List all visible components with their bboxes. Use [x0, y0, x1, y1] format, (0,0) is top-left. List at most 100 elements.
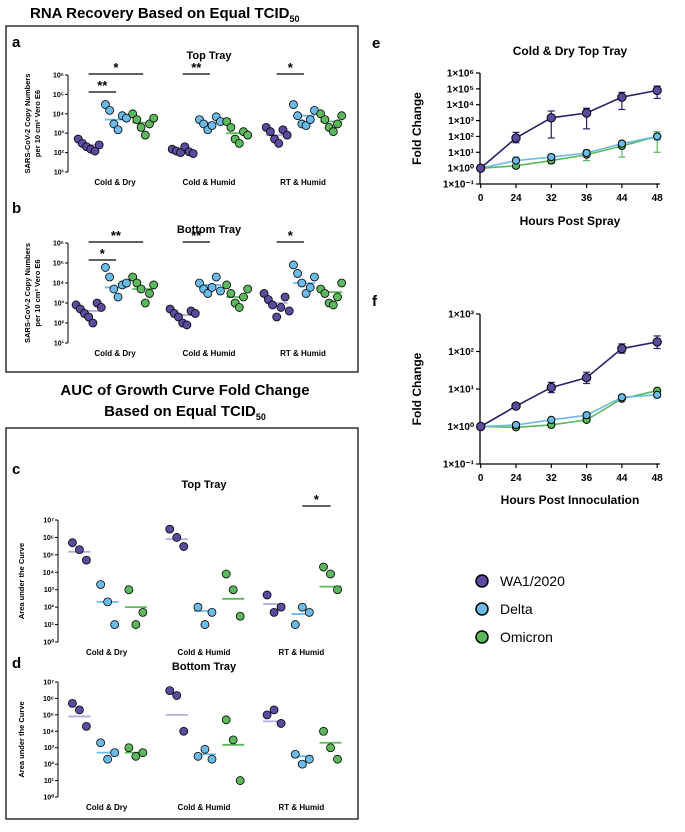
panel-f: f 1×10⁻¹ 1×10⁰ 1×10¹ 1×10² 1×10³ 0 24 32 36 44 48 Ho…: [372, 293, 663, 507]
y-tick-label: 1×10⁰: [447, 164, 474, 175]
point-wa1: [179, 542, 189, 551]
point-wa1: [268, 300, 277, 310]
y-tick-label: 1×10⁻¹: [443, 460, 475, 471]
y-tick-label: 10⁶: [43, 696, 54, 703]
point-omicron: [234, 138, 244, 148]
point-delta: [211, 272, 221, 282]
y-axis-label: Area under the Curve: [17, 701, 26, 777]
x-tick-label: 0: [478, 193, 484, 204]
category-label: RT & Humid: [280, 349, 326, 358]
point-omicron: [131, 751, 141, 761]
point-omicron: [333, 119, 342, 129]
auc-title-line2: Based on Equal TCID50: [104, 403, 266, 422]
point-delta: [297, 602, 307, 612]
y-tick-label: 1×10⁶: [447, 69, 474, 80]
point-omicron: [145, 289, 154, 298]
point-wa1: [276, 303, 286, 312]
series-line-wa1: [480, 341, 658, 428]
point-delta: [290, 620, 300, 629]
point-omicron: [149, 280, 159, 290]
point-wa1: [90, 146, 100, 156]
point-delta: [193, 602, 203, 612]
point-omicron: [235, 776, 245, 785]
y-tick-label: 10¹: [54, 341, 65, 348]
point-omicron: [326, 743, 335, 753]
category-label: Cold & Dry: [86, 648, 128, 657]
y-tick-label: 10¹: [44, 622, 55, 629]
y-tick-label: 10²: [44, 605, 55, 612]
point-delta: [582, 148, 591, 158]
point-omicron: [228, 585, 238, 595]
y-tick-label: 10⁷: [43, 518, 54, 525]
legend-delta-label: Delta: [500, 601, 533, 617]
x-tick-label: 36: [581, 473, 593, 484]
significance-label: **: [191, 60, 202, 75]
point-delta: [617, 393, 626, 402]
point-omicron: [124, 743, 134, 753]
x-tick-label: 48: [652, 473, 664, 484]
y-tick-label: 10⁵: [53, 92, 64, 99]
point-wa1: [652, 337, 662, 347]
point-delta: [289, 260, 298, 270]
point-omicron: [222, 117, 232, 126]
legend-omicron-marker: [475, 630, 489, 644]
panel-e: e Cold & Dry Top Tray 1×10⁻¹ 1×10⁰ 1×10¹ 1×10…: [372, 35, 663, 228]
category-label: RT & Humid: [278, 803, 324, 812]
panel-title: Top Tray: [186, 50, 232, 62]
point-delta: [310, 272, 319, 282]
point-delta: [110, 620, 120, 629]
auc-frame: [5, 427, 359, 820]
point-omicron: [328, 127, 338, 137]
point-omicron: [140, 130, 150, 140]
point-omicron: [221, 715, 231, 725]
panel-b: b Bottom Tray 10¹ 10² 10³ 10⁴ 10⁵ 10⁶ SARS-CoV-2…: [12, 200, 347, 358]
y-axis-label: Fold Change: [410, 352, 424, 425]
point-wa1: [94, 140, 104, 150]
point-delta: [113, 292, 123, 302]
point-delta: [293, 269, 303, 278]
y-tick-label: 10²: [54, 150, 65, 157]
y-tick-label: 10³: [44, 587, 55, 594]
point-omicron: [235, 611, 245, 621]
x-tick-label: 44: [616, 473, 628, 484]
x-tick-label: 32: [546, 473, 558, 484]
point-delta: [195, 278, 204, 288]
point-delta: [109, 119, 119, 129]
panel-letter: b: [12, 200, 21, 217]
point-delta: [293, 111, 303, 121]
point-omicron: [328, 300, 338, 310]
y-tick-label: 10⁵: [43, 712, 54, 719]
point-wa1: [476, 163, 486, 173]
y-axis-label: Area under the Curve: [17, 543, 26, 619]
y-tick-label: 1×10²: [448, 347, 475, 358]
panel-letter: e: [372, 35, 380, 52]
point-omicron: [320, 115, 330, 125]
point-wa1: [617, 92, 627, 102]
x-axis-label: Hours Post Spray: [520, 214, 621, 228]
significance-label: **: [191, 228, 202, 243]
series-line-omicron: [480, 135, 658, 169]
x-tick-label: 24: [510, 473, 522, 484]
y-tick-label: 1×10³: [448, 310, 475, 321]
x-tick-label: 24: [510, 193, 522, 204]
point-wa1: [274, 138, 284, 148]
y-tick-label: 1×10³: [448, 116, 475, 127]
point-wa1: [75, 705, 84, 715]
x-tick-label: 36: [581, 193, 593, 204]
panel-title: Cold & Dry Top Tray: [513, 44, 628, 58]
point-omicron: [243, 284, 253, 294]
y-tick-label: 1×10⁵: [447, 84, 475, 95]
category-label: Cold & Dry: [86, 803, 128, 812]
y-axis-label: Fold Change: [410, 92, 424, 165]
point-omicron: [145, 119, 154, 129]
x-tick-label: 44: [616, 193, 628, 204]
y-tick-label: 10⁵: [43, 552, 54, 559]
y-tick-label: 10⁶: [53, 73, 64, 80]
point-omicron: [333, 585, 342, 595]
category-label: Cold & Dry: [94, 178, 136, 187]
panel-letter: d: [12, 655, 21, 672]
point-wa1: [265, 127, 275, 137]
y-axis-label-line1: SARS-CoV-2 Copy Numbers: [23, 73, 32, 173]
point-omicron: [149, 113, 159, 123]
significance-label: *: [314, 492, 320, 507]
